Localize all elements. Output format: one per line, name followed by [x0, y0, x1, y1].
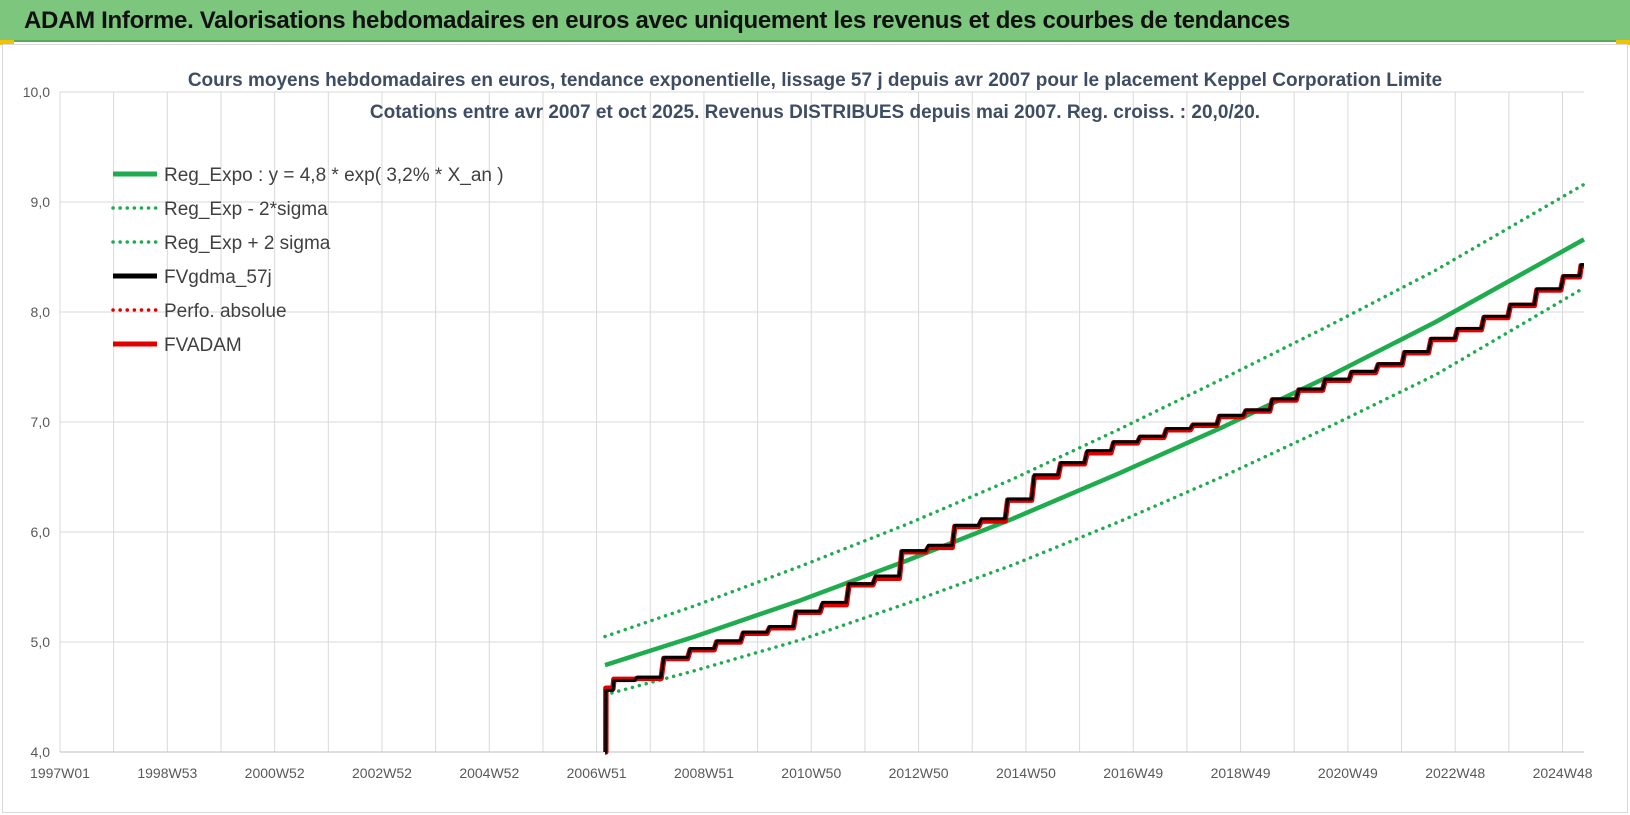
x-tick-label: 2024W48: [1533, 765, 1593, 781]
y-axis-labels: 4,0 5,0 6,0 7,0 8,0 9,0 10,0: [23, 84, 50, 760]
chart-series: [603, 182, 1586, 755]
x-tick-label: 2020W49: [1318, 765, 1378, 781]
x-tick-label: 2010W50: [781, 765, 841, 781]
x-tick-label: 2006W51: [567, 765, 627, 781]
x-tick-label: 2014W50: [996, 765, 1056, 781]
legend-label: Perfo. absolue: [164, 301, 287, 322]
y-tick-label: 5,0: [31, 634, 51, 650]
chart-grid: [59, 91, 1584, 753]
corner-mark-left: [0, 40, 14, 45]
chart-legend: Reg_Expo : y = 4,8 * exp( 3,2% * X_an ) R…: [111, 165, 504, 356]
x-tick-label: 2004W52: [459, 765, 519, 781]
y-tick-label: 10,0: [23, 84, 50, 100]
series-line-reg-expo: [604, 237, 1586, 668]
legend-label: Reg_Exp - 2*sigma: [164, 199, 328, 220]
x-axis-labels: 1997W01 1998W53 2000W52 2002W52 2004W52 2006W…: [30, 765, 1593, 781]
legend-label: FVADAM: [164, 335, 242, 356]
chart-title-line-2: Cotations entre avr 2007 et oct 2025. Re…: [370, 102, 1260, 123]
y-tick-label: 9,0: [31, 194, 51, 210]
x-tick-label: 2012W50: [889, 765, 949, 781]
x-tick-label: 2018W49: [1211, 765, 1271, 781]
series-line-reg-exp: [603, 182, 1586, 639]
chart-frame: [2, 44, 1628, 813]
y-tick-label: 4,0: [31, 744, 51, 760]
legend-label: Reg_Expo : y = 4,8 * exp( 3,2% * X_an ): [164, 165, 504, 186]
x-tick-label: 2000W52: [245, 765, 305, 781]
banner-title: ADAM Informe. Valorisations hebdomadaire…: [24, 7, 1290, 34]
legend-label: FVgdma_57j: [164, 267, 272, 288]
title-banner: ADAM Informe. Valorisations hebdomadaire…: [0, 0, 1630, 42]
chart-title-line-1: Cours moyens hebdomadaires en euros, ten…: [188, 70, 1442, 91]
x-tick-label: 1998W53: [137, 765, 197, 781]
x-tick-label: 2016W49: [1103, 765, 1163, 781]
x-tick-label: 2022W48: [1425, 765, 1485, 781]
x-tick-label: 2002W52: [352, 765, 412, 781]
series-line-reg-exp: [603, 286, 1586, 697]
y-tick-label: 7,0: [31, 414, 51, 430]
series-line-fvgdma-57j: [604, 263, 1584, 754]
y-tick-label: 6,0: [31, 524, 51, 540]
x-tick-label: 2008W51: [674, 765, 734, 781]
x-tick-label: 1997W01: [30, 765, 90, 781]
corner-mark-right: [1616, 40, 1630, 45]
y-tick-label: 8,0: [31, 304, 51, 320]
legend-label: Reg_Exp + 2 sigma: [164, 233, 331, 254]
